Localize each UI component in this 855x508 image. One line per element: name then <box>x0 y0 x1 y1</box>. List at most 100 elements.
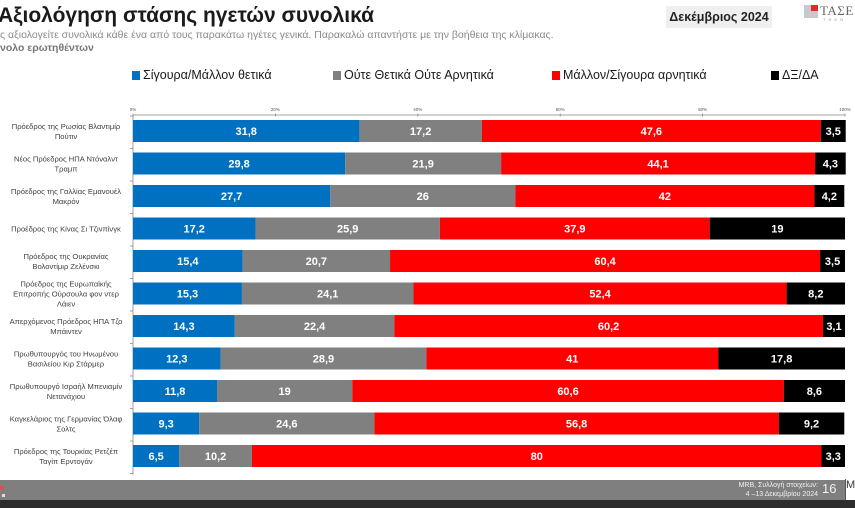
bar-segment-dk <box>814 185 845 207</box>
bar-segment-negative <box>413 282 787 305</box>
legend-item-neutral: Ούτε Θετικά Ούτε Αρνητικά <box>333 68 494 82</box>
data-label-positive: 12,3 <box>166 354 187 366</box>
legend-item-negative: Μάλλον/Σίγουρα αρνητικά <box>552 68 707 82</box>
footer-source: MRB, Συλλογή στοιχείων: 4 –13 Δεκεμβρίου… <box>700 481 818 499</box>
bar-segment-positive <box>133 217 256 240</box>
data-label-negative: 80 <box>531 451 543 463</box>
x-tick-label: 80% <box>698 107 707 112</box>
footer-source-line1: MRB, Συλλογή στοιχείων: <box>738 482 818 489</box>
data-label-positive: 6,5 <box>148 451 163 463</box>
data-label-neutral: 17,2 <box>410 126 431 138</box>
data-label-dk: 3,3 <box>826 451 841 463</box>
x-tick-label: 20% <box>271 107 280 112</box>
bar-segment-neutral <box>330 185 516 207</box>
data-label-neutral: 26 <box>417 191 429 203</box>
category-label: Προέδρος της Κίνας Σι Τζινπίνγκ <box>11 225 121 234</box>
bar-segment-dk <box>820 120 846 142</box>
company-logo: ΤΑΣΕ TREN <box>804 3 855 23</box>
footer-corner: M <box>845 479 855 500</box>
data-label-neutral: 21,9 <box>412 159 433 171</box>
footer-strip <box>0 500 855 508</box>
data-label-negative: 52,4 <box>589 289 611 301</box>
legend-swatch-dk <box>771 70 779 80</box>
bar-segment-positive <box>133 347 221 370</box>
x-tick-label: 40% <box>413 107 422 112</box>
bar-segment-positive <box>133 282 242 305</box>
bar-segment-neutral <box>241 282 414 305</box>
data-label-neutral: 25,9 <box>337 224 358 236</box>
bar-segment-positive <box>133 152 346 175</box>
bar-segment-dk <box>822 315 845 337</box>
bar-segment-negative <box>426 347 719 370</box>
x-tick-label: 100% <box>839 107 851 112</box>
bar-segment-dk <box>718 347 845 370</box>
legend-item-positive: Σίγουρα/Μάλλον θετικά <box>132 68 272 82</box>
legend-label-dk: ΔΞ/ΔΑ <box>782 68 819 82</box>
category-label: Πρόεδρος της Ευρωπαϊκής Επιτροπής Ούρσουλ… <box>13 280 120 309</box>
category-label: Πρόεδρος της Γαλλίας Εμανουέλ Μακρόν <box>11 187 121 206</box>
data-label-dk: 4,2 <box>822 191 837 203</box>
data-label-positive: 15,3 <box>177 289 198 301</box>
data-label-negative: 47,6 <box>641 126 662 138</box>
bar-segment-negative <box>251 445 822 467</box>
bar-segment-positive <box>133 315 235 337</box>
data-label-dk: 3,1 <box>826 321 841 333</box>
data-label-dk: 8,6 <box>807 386 822 398</box>
data-label-neutral: 24,1 <box>317 289 338 301</box>
category-label: Πρόεδρος της Τουρκίας Ρετζέπ Ταγίπ Ερντογ… <box>14 447 118 466</box>
bar-segment-positive <box>133 445 180 467</box>
legend-swatch-neutral <box>333 70 341 80</box>
legend-swatch-positive <box>132 70 140 80</box>
footer-logo-icon <box>0 486 4 490</box>
bar-segment-neutral <box>255 217 440 240</box>
stacked-bar-chart: 0% 20% 40% 60% 80% 100% Πρόεδρος της Ρωσίας Βλ… <box>10 107 851 475</box>
bar-segment-dk <box>815 152 846 175</box>
bar-segment-positive <box>133 120 360 142</box>
bar-segment-dk <box>778 412 845 435</box>
bar-segment-dk <box>820 250 845 272</box>
data-label-negative: 56,8 <box>566 419 587 431</box>
data-label-dk: 8,2 <box>808 289 823 301</box>
footer-source-line2: 4 –13 Δεκεμβρίου 2024 <box>745 491 818 498</box>
legend-swatch-negative <box>552 70 560 80</box>
bar-segment-neutral <box>199 412 375 435</box>
bar-segment-dk <box>821 445 845 467</box>
category-label: Νέος Πρόεδρος ΗΠΑ Ντόναλντ Τραμπ <box>14 155 118 174</box>
data-label-negative: 60,2 <box>598 321 619 333</box>
data-label-negative: 42 <box>659 191 671 203</box>
bar-segment-negative <box>481 120 821 142</box>
footer-bar <box>0 480 855 500</box>
data-label-positive: 15,4 <box>177 256 199 268</box>
data-label-neutral: 19 <box>279 386 291 398</box>
legend-label-neutral: Ούτε Θετικά Ούτε Αρνητικά <box>344 68 494 82</box>
data-label-positive: 31,8 <box>235 126 256 138</box>
bar-segment-negative <box>515 185 815 207</box>
logo-mark-accent <box>811 5 818 11</box>
data-label-neutral: 24,6 <box>276 419 297 431</box>
page-title: Αξιολόγηση στάσης ηγετών συνολικά <box>0 4 375 27</box>
chart-legend: Σίγουρα/Μάλλον θετικά Ούτε Θετικά Ούτε Α… <box>0 68 855 84</box>
data-label-positive: 9,3 <box>158 419 173 431</box>
bar-segment-dk <box>709 217 845 240</box>
x-tick-label: 0% <box>130 107 137 112</box>
data-label-dk: 3,5 <box>825 256 840 268</box>
data-label-dk: 17,8 <box>771 354 792 366</box>
data-label-neutral: 10,2 <box>205 451 226 463</box>
bar-segment-positive <box>133 412 200 435</box>
bar-segment-negative <box>352 380 784 402</box>
data-label-negative: 41 <box>566 354 578 366</box>
data-label-negative: 60,6 <box>557 386 578 398</box>
category-label: Πρωθυπουργό Ισραήλ Μπενιαμίν Νετανάχιου <box>10 382 123 401</box>
data-label-negative: 60,4 <box>594 256 616 268</box>
data-label-neutral: 28,9 <box>313 354 334 366</box>
category-label: Απερχόμενος Πρόεδρος ΗΠΑ Τζο Μπάιντεν <box>10 317 123 336</box>
category-label: Πρόεδρος της Ουκρανίας Βολοντίμιρ Ζελένσκ… <box>23 252 108 271</box>
data-label-neutral: 22,4 <box>304 321 326 333</box>
bar-segment-positive <box>133 185 331 207</box>
bar-segment-negative <box>374 412 779 435</box>
bar-segment-positive <box>133 250 243 272</box>
category-label: Πρωθυπουργός του Ηνωμένου Βασιλείου Κιρ Σ… <box>14 350 118 369</box>
legend-label-negative: Μάλλον/Σίγουρα αρνητικά <box>563 68 707 82</box>
bar-segment-dk <box>786 282 845 305</box>
data-label-negative: 44,1 <box>647 159 668 171</box>
